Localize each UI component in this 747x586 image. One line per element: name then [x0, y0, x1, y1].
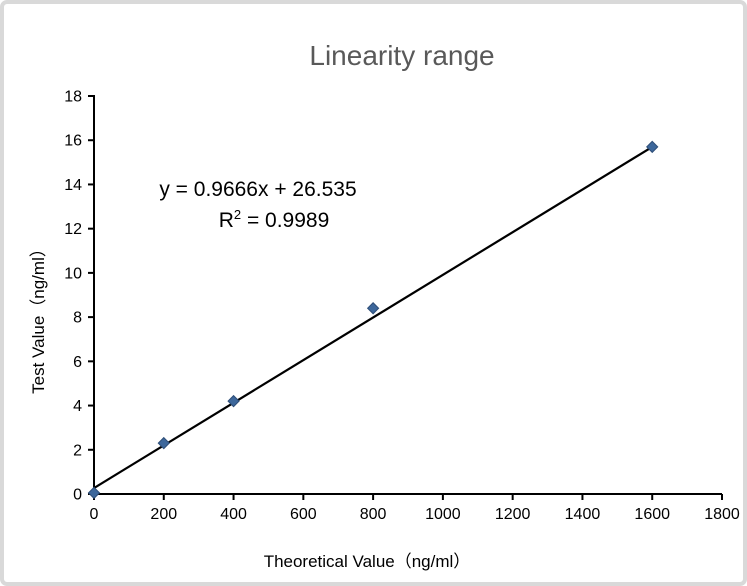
x-tick-label: 1600: [634, 506, 670, 523]
x-tick-label: 800: [360, 506, 387, 523]
x-tick-label: 1200: [495, 506, 531, 523]
y-tick-label: 10: [64, 265, 82, 282]
data-point-marker: [646, 140, 659, 154]
y-tick-label: 8: [73, 310, 82, 327]
y-axis-title: Test Value（ng/ml）: [29, 240, 48, 394]
data-point-marker: [157, 436, 170, 450]
y-tick-label: 18: [64, 89, 82, 106]
r-squared-label: R2 = 0.9989: [134, 205, 414, 236]
plot-area: 0 200 400 600 800 1000 1200 1400 1600 1800 0 2 4 6 8 10…: [29, 89, 740, 572]
y-tick-label: 12: [64, 221, 82, 238]
trendline-equation-line: y = 0.9666x + 26.535: [159, 178, 357, 201]
x-tick-label: 0: [90, 506, 99, 523]
y-tick-label: 6: [73, 354, 82, 371]
x-tick-label: 400: [220, 506, 247, 523]
y-tick-label: 16: [64, 133, 82, 150]
r-squared-value: = 0.9989: [241, 209, 330, 232]
y-tick-label: 0: [73, 487, 82, 504]
y-tick-label: 2: [73, 442, 82, 459]
y-tick-label: 14: [64, 177, 82, 194]
x-tick-label: 1400: [565, 506, 601, 523]
trendline: [93, 148, 650, 489]
r-squared-base: R: [218, 209, 234, 232]
x-tick-label: 200: [150, 506, 177, 523]
y-tick-label: 4: [73, 398, 82, 415]
x-tick-label: 600: [290, 506, 317, 523]
x-tick-label: 1000: [425, 506, 461, 523]
data-point-marker: [366, 302, 380, 315]
x-axis-title: Theoretical Value（ng/ml）: [264, 552, 471, 571]
r-squared-superscript: 2: [233, 207, 242, 222]
x-tick-label: 1800: [704, 506, 740, 523]
data-point-marker: [87, 486, 101, 500]
trendline-equation: y = 0.9666x + 26.535 R2 = 0.9989: [118, 174, 398, 236]
data-point-marker: [227, 394, 240, 408]
chart-title: Linearity range: [309, 40, 495, 71]
